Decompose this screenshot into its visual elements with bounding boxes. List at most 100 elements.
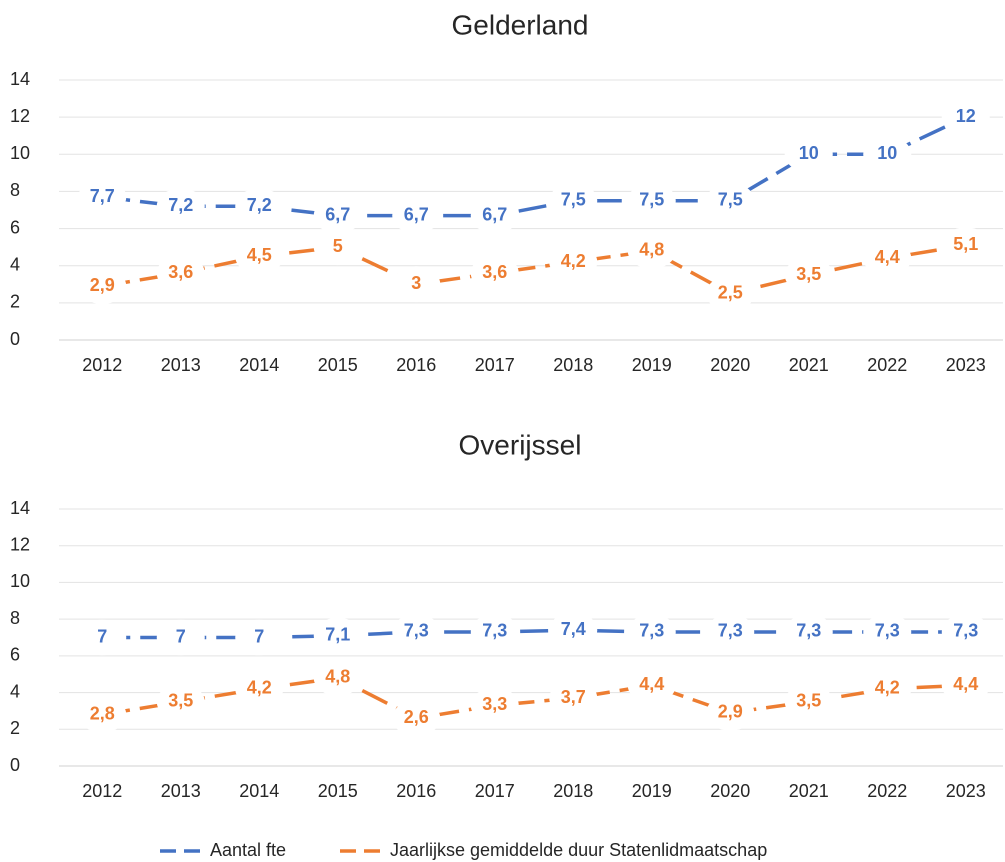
value-label: 2,9 xyxy=(718,702,743,722)
value-label: 7,3 xyxy=(718,621,743,641)
value-label-bg xyxy=(78,268,127,305)
value-label: 3,5 xyxy=(168,691,193,711)
value-label-bg xyxy=(863,240,912,277)
x-tick-label: 2019 xyxy=(632,355,672,375)
y-tick-label: 14 xyxy=(10,69,30,89)
x-tick-label: 2022 xyxy=(867,355,907,375)
value-label-bg xyxy=(627,613,676,650)
value-label: 7,5 xyxy=(639,189,664,209)
value-label-bg xyxy=(156,255,205,292)
value-label: 4,2 xyxy=(561,251,586,271)
value-label: 7,4 xyxy=(561,619,586,639)
value-label-bg xyxy=(392,197,441,234)
x-tick-label: 2021 xyxy=(789,355,829,375)
value-label: 7,3 xyxy=(953,621,978,641)
value-label-bg xyxy=(941,667,990,704)
legend-label: Jaarlijkse gemiddelde duur Statenlidmaat… xyxy=(390,840,767,860)
value-label-bg xyxy=(863,613,912,650)
y-tick-label: 2 xyxy=(10,718,20,738)
value-label: 5 xyxy=(333,236,343,256)
value-label: 4,4 xyxy=(639,674,664,694)
series-line xyxy=(102,628,966,640)
y-tick-label: 12 xyxy=(10,106,30,126)
value-label: 7 xyxy=(176,626,186,646)
value-label-bg xyxy=(392,613,441,650)
value-label-bg xyxy=(78,696,127,733)
value-label-bg xyxy=(863,670,912,707)
y-tick-label: 6 xyxy=(10,645,20,665)
x-tick-label: 2015 xyxy=(318,355,358,375)
series-line xyxy=(101,676,966,721)
y-tick-label: 0 xyxy=(10,329,20,349)
x-tick-label: 2023 xyxy=(946,355,986,375)
value-label-bg xyxy=(941,227,990,264)
value-label: 7,3 xyxy=(639,621,664,641)
value-label-bg xyxy=(706,694,755,731)
value-label-bg xyxy=(78,619,127,656)
value-label: 7,7 xyxy=(90,186,115,206)
value-label: 10 xyxy=(877,143,897,163)
value-label: 7 xyxy=(97,626,107,646)
value-label-bg xyxy=(784,613,833,650)
value-label: 4,2 xyxy=(247,678,272,698)
x-tick-label: 2020 xyxy=(710,355,750,375)
value-label: 4,8 xyxy=(639,240,664,260)
value-label: 7,3 xyxy=(404,621,429,641)
x-tick-label: 2016 xyxy=(396,355,436,375)
value-label: 3,3 xyxy=(482,694,507,714)
value-label-bg xyxy=(235,188,284,225)
value-label-bg xyxy=(392,266,441,303)
value-label: 4,2 xyxy=(875,678,900,698)
value-label: 3,5 xyxy=(796,691,821,711)
y-tick-label: 4 xyxy=(10,254,20,274)
x-tick-label: 2017 xyxy=(475,355,515,375)
value-label: 7,3 xyxy=(796,621,821,641)
x-tick-label: 2016 xyxy=(396,781,436,801)
value-label: 2,6 xyxy=(404,707,429,727)
x-tick-label: 2012 xyxy=(82,781,122,801)
value-label: 7 xyxy=(254,626,264,646)
x-tick-label: 2021 xyxy=(789,781,829,801)
value-label-bg xyxy=(235,238,284,275)
value-label: 7,5 xyxy=(718,189,743,209)
value-label: 6,7 xyxy=(404,204,429,224)
value-label: 4,8 xyxy=(325,667,350,687)
value-label: 4,4 xyxy=(953,674,978,694)
value-label: 3,5 xyxy=(796,264,821,284)
value-label: 12 xyxy=(956,106,976,126)
value-label-bg xyxy=(156,188,205,225)
value-label: 6,7 xyxy=(325,204,350,224)
value-label-bg xyxy=(549,680,598,717)
value-label-bg xyxy=(235,670,284,707)
value-label-bg xyxy=(706,275,755,312)
y-tick-label: 10 xyxy=(10,571,30,591)
value-label: 3,6 xyxy=(482,262,507,282)
x-tick-label: 2023 xyxy=(946,781,986,801)
value-label-bg xyxy=(313,229,362,266)
y-tick-label: 14 xyxy=(10,498,30,518)
value-label-bg xyxy=(784,136,833,173)
value-label-bg xyxy=(784,683,833,720)
value-label-bg xyxy=(156,619,205,656)
x-tick-label: 2022 xyxy=(867,781,907,801)
value-label-bg xyxy=(549,244,598,280)
x-tick-label: 2017 xyxy=(475,781,515,801)
x-tick-label: 2014 xyxy=(239,355,279,375)
y-tick-label: 10 xyxy=(10,143,30,163)
value-label-bg xyxy=(549,612,598,649)
value-label: 3,6 xyxy=(168,262,193,282)
x-tick-label: 2018 xyxy=(553,355,593,375)
value-label-bg xyxy=(863,136,912,173)
x-tick-label: 2013 xyxy=(161,781,201,801)
value-label-bg xyxy=(627,667,676,704)
value-label: 4,4 xyxy=(875,247,900,267)
value-label: 5,1 xyxy=(953,234,978,254)
x-tick-label: 2013 xyxy=(161,355,201,375)
y-tick-label: 6 xyxy=(10,217,20,237)
y-tick-label: 2 xyxy=(10,292,20,312)
value-label-bg xyxy=(235,619,284,656)
value-label-bg xyxy=(627,182,676,219)
value-label: 7,5 xyxy=(561,189,586,209)
value-label-bg xyxy=(706,613,755,650)
